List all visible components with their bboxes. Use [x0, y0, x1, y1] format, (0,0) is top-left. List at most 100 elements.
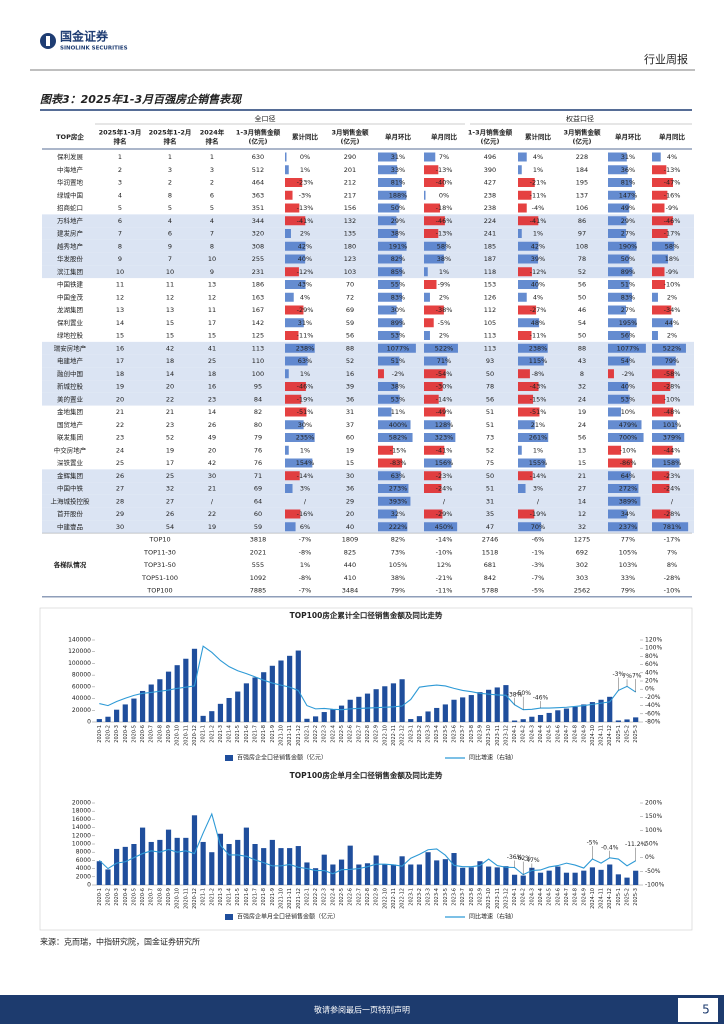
- company-name: 中国金茂: [57, 292, 84, 301]
- cell: 17: [116, 357, 124, 365]
- x-tick-label: 2022-4: [330, 725, 336, 743]
- cell: 76: [254, 459, 262, 467]
- x-tick-label: 2024-12: [607, 888, 613, 909]
- cell: 4: [168, 217, 172, 225]
- bar: [468, 695, 474, 722]
- company-name: 保利置业: [57, 318, 84, 327]
- bar: [347, 699, 353, 722]
- bar: [165, 829, 172, 885]
- cell: 51: [486, 421, 494, 429]
- cell: 13: [116, 306, 124, 314]
- cell-bar: [424, 280, 437, 289]
- cell: 88: [346, 344, 354, 352]
- x-tick-label: 2020-4: [123, 725, 129, 743]
- cell: -1%: [532, 548, 545, 556]
- cell: 13: [578, 446, 586, 454]
- cell: 30%: [391, 306, 405, 314]
- x-tick-label: 2020-2: [105, 725, 111, 743]
- cell: 630: [252, 153, 264, 161]
- cell: 123: [344, 255, 356, 263]
- cell-bar: [652, 280, 666, 289]
- x-tick-label: 2023-2: [417, 725, 423, 743]
- cell: 21%: [531, 421, 545, 429]
- cell: 59: [346, 319, 354, 327]
- x-tick-label: 2025-3: [633, 725, 639, 743]
- x-tick-label: 2024-6: [555, 888, 561, 906]
- bar: [434, 707, 440, 722]
- cell: 15: [166, 319, 174, 327]
- cell: 36%: [621, 166, 635, 174]
- cell: -51%: [297, 408, 314, 416]
- brand: 国金证券: [60, 29, 109, 44]
- cell: 1%: [533, 446, 543, 454]
- chart-frame: [39, 607, 693, 931]
- cell-bar: [518, 241, 539, 251]
- cell: 56%: [621, 332, 635, 340]
- cell: 18: [208, 370, 216, 378]
- cell: 79%: [621, 587, 635, 595]
- cell: 2%: [300, 230, 310, 238]
- x-tick-label: 2021-3: [218, 725, 224, 743]
- column-header: 3月销售金额: [331, 128, 369, 137]
- cell-bar: [378, 420, 411, 430]
- bar: [252, 677, 258, 722]
- cell-bar: [424, 292, 430, 302]
- cell-bar: [608, 318, 637, 328]
- cell: 17: [166, 459, 174, 467]
- company-name: 万科地产: [57, 216, 84, 225]
- cell: -86%: [620, 459, 637, 467]
- cell: -23%: [436, 472, 453, 480]
- y-tick-label: 12000: [72, 832, 91, 839]
- x-tick-label: 2023-9: [477, 888, 483, 906]
- cell: 31: [486, 497, 494, 505]
- x-tick-label: 2022-3: [322, 888, 328, 906]
- x-tick-label: 2022-9: [374, 888, 380, 906]
- cell: 32%: [391, 510, 405, 518]
- cell: 156%: [435, 459, 454, 467]
- cell-bar: [608, 394, 630, 404]
- cell: 72: [346, 293, 354, 301]
- cell: 217: [344, 191, 356, 199]
- column-header: 排名: [206, 137, 219, 146]
- bar: [581, 870, 587, 885]
- cell-bar: [424, 394, 439, 404]
- bar: [434, 860, 440, 885]
- cell: 1%: [300, 166, 310, 174]
- x-tick-label: 2020-9: [166, 888, 172, 906]
- x-tick-label: 2024-6: [555, 725, 561, 743]
- cell-bar: [608, 509, 628, 519]
- bar: [269, 665, 275, 722]
- y-tick-label: 140000: [68, 637, 91, 644]
- x-tick-label: 2020-5: [131, 725, 137, 743]
- cell: -13%: [297, 204, 314, 212]
- cell: 64%: [621, 472, 635, 480]
- cell: -40%: [436, 179, 453, 187]
- cell: -3%: [299, 191, 312, 199]
- cell: 86: [578, 217, 586, 225]
- x-tick-label: 2022-9: [374, 725, 380, 743]
- cell: 55%: [391, 281, 405, 289]
- cell: 22: [166, 395, 174, 403]
- cell-bar: [424, 382, 443, 391]
- cell: 261%: [529, 434, 548, 442]
- cell: 351: [252, 204, 264, 212]
- cell: 21: [166, 408, 174, 416]
- x-tick-label: 2022-11: [391, 725, 397, 746]
- cell: 2%: [439, 293, 449, 301]
- cell: -41%: [436, 446, 453, 454]
- column-header: (亿元): [341, 137, 360, 146]
- x-tick-label: 2021-9: [270, 725, 276, 743]
- column-header: 单月环比: [385, 132, 412, 141]
- cell: -15%: [530, 395, 547, 403]
- bar: [486, 689, 492, 722]
- cell: 79%: [391, 587, 405, 595]
- cell: 11: [208, 306, 216, 314]
- cell: -16%: [297, 510, 314, 518]
- cell: 3%: [300, 485, 310, 493]
- cell: 82: [254, 408, 262, 416]
- cell: -46%: [664, 217, 681, 225]
- cell: -10%: [664, 587, 681, 595]
- cell: 167: [252, 306, 264, 314]
- bar: [451, 853, 457, 885]
